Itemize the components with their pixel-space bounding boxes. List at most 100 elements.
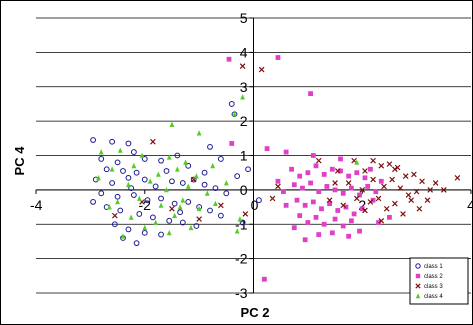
point-class-4-29 [188, 224, 194, 231]
point-class-1-50 [133, 240, 140, 247]
point-class-3-34 [383, 205, 390, 212]
point-class-1-27 [223, 190, 230, 197]
series-class-2 [226, 55, 392, 282]
point-class-4-35 [98, 149, 104, 155]
point-class-1-4 [98, 156, 105, 162]
y-tick-label-8: 5 [240, 10, 248, 26]
legend-marker-0 [415, 263, 421, 269]
y-tick-label-1: -2 [235, 251, 248, 267]
point-class-2-20 [316, 189, 322, 194]
point-class-1-19 [125, 174, 132, 181]
point-class-1-30 [130, 192, 137, 198]
point-class-1-9 [185, 162, 192, 169]
point-class-4-10 [155, 171, 161, 177]
point-class-3-1 [258, 66, 265, 73]
point-class-2-34 [343, 204, 349, 210]
point-class-1-34 [185, 199, 192, 205]
point-class-3-26 [370, 176, 376, 183]
point-class-2-40 [321, 221, 327, 227]
point-class-3-43 [345, 180, 352, 186]
point-class-2-26 [365, 184, 371, 189]
point-class-4-1 [232, 111, 237, 117]
point-class-4-38 [107, 204, 112, 210]
point-class-1-57 [128, 185, 135, 192]
point-class-2-4 [264, 146, 270, 152]
legend: class 1 class 2 class 3 class 4 [409, 257, 469, 305]
point-class-2-18 [300, 185, 305, 191]
point-class-2-53 [387, 214, 392, 220]
point-class-2-56 [310, 153, 316, 158]
point-class-1-42 [166, 217, 173, 224]
point-class-2-54 [376, 220, 381, 225]
point-class-3-7 [196, 216, 202, 222]
point-class-4-21 [136, 195, 142, 201]
point-class-2-35 [351, 211, 357, 217]
point-class-3-10 [275, 183, 281, 190]
point-class-1-0 [90, 137, 96, 143]
point-class-3-8 [218, 202, 224, 209]
point-class-2-13 [338, 168, 343, 174]
point-class-2-11 [321, 172, 327, 177]
point-class-2-57 [338, 156, 343, 162]
point-class-1-15 [120, 168, 126, 174]
point-class-3-0 [239, 63, 246, 69]
point-class-3-31 [413, 188, 420, 195]
point-class-2-45 [316, 232, 322, 237]
point-class-3-18 [386, 161, 393, 167]
point-class-2-8 [297, 173, 303, 179]
point-class-3-28 [389, 176, 395, 183]
x-tick-label-0: -4 [30, 197, 43, 213]
point-class-4-37 [177, 204, 183, 210]
point-class-2-30 [310, 199, 316, 205]
legend-label-1: class 2 [424, 274, 443, 280]
point-class-3-38 [416, 205, 423, 212]
point-class-3-35 [392, 200, 398, 207]
point-class-1-51 [228, 101, 235, 107]
series-class-3 [112, 63, 461, 224]
point-class-1-47 [141, 229, 148, 236]
x-tick-label-4: 4 [467, 197, 473, 213]
point-class-4-24 [196, 205, 202, 212]
point-class-4-25 [213, 200, 218, 207]
point-class-3-21 [411, 171, 417, 178]
point-class-2-48 [370, 197, 376, 203]
point-class-2-52 [275, 178, 281, 184]
point-class-1-48 [158, 231, 164, 238]
point-class-1-12 [201, 169, 208, 176]
legend-label-0: class 1 [424, 264, 443, 270]
y-tick-label-7: 4 [240, 44, 248, 60]
legend-marker-2 [415, 283, 421, 289]
point-class-4-9 [131, 162, 137, 169]
point-class-3-47 [332, 180, 338, 186]
legend-box [409, 257, 469, 305]
x-tick-label-2: 0 [251, 197, 259, 213]
point-class-4-31 [142, 224, 148, 231]
point-class-3-4 [112, 212, 118, 219]
point-class-1-39 [117, 207, 124, 214]
y-axis-title: PC 4 [12, 146, 27, 176]
point-class-2-59 [368, 166, 373, 172]
point-class-1-5 [114, 159, 121, 166]
point-class-1-25 [201, 181, 208, 188]
point-class-1-26 [212, 185, 219, 192]
point-class-1-16 [133, 169, 140, 176]
point-class-1-46 [125, 226, 132, 233]
point-class-4-11 [174, 166, 180, 172]
point-class-4-17 [164, 186, 169, 193]
point-class-4-39 [354, 159, 360, 165]
point-class-1-55 [239, 219, 246, 226]
point-class-4-15 [126, 181, 131, 188]
point-class-3-40 [340, 202, 347, 209]
point-class-2-5 [229, 141, 235, 146]
point-class-2-0 [226, 56, 232, 62]
point-class-1-33 [171, 200, 178, 207]
x-axis-title: PC 2 [241, 305, 270, 320]
point-class-4-26 [128, 214, 134, 220]
point-class-3-22 [419, 178, 425, 185]
point-class-2-39 [313, 214, 319, 220]
point-class-2-47 [346, 233, 352, 239]
point-class-2-16 [362, 175, 368, 181]
point-class-2-9 [305, 170, 311, 176]
point-class-1-6 [141, 156, 148, 162]
legend-label-2: class 3 [424, 284, 443, 290]
